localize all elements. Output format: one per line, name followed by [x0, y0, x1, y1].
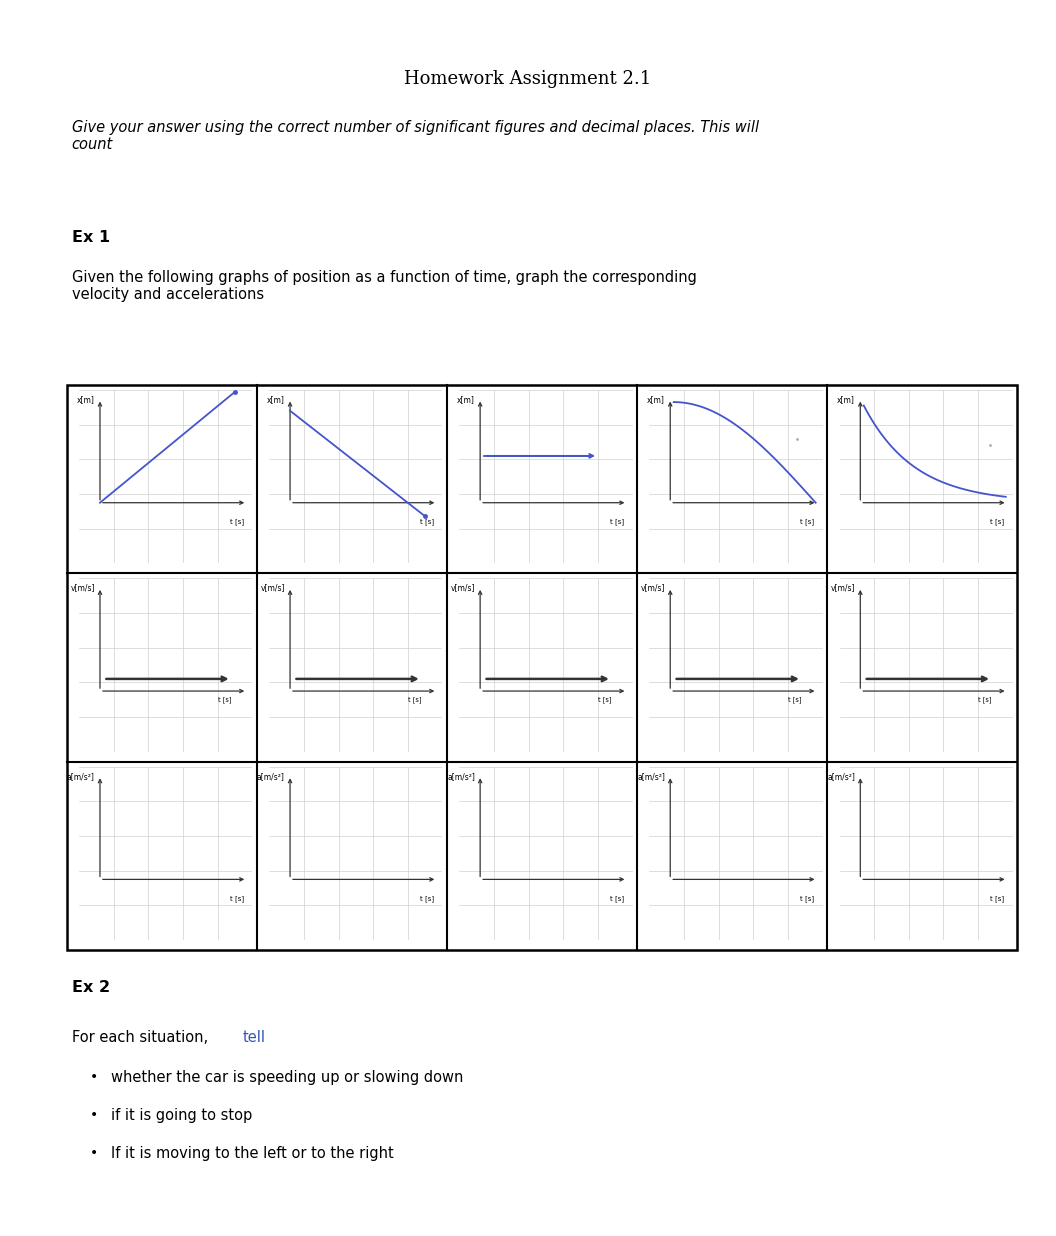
Text: t [s]: t [s] [229, 518, 244, 525]
Text: Ex 1: Ex 1 [72, 230, 110, 245]
Text: t [s]: t [s] [229, 895, 244, 902]
Text: if it is going to stop: if it is going to stop [111, 1107, 252, 1124]
Text: whether the car is speeding up or slowing down: whether the car is speeding up or slowin… [111, 1070, 464, 1085]
Text: t [s]: t [s] [419, 895, 434, 902]
Text: v[m/s]: v[m/s] [261, 583, 285, 592]
Text: •: • [90, 1107, 98, 1122]
Text: If it is moving to the left or to the right: If it is moving to the left or to the ri… [111, 1146, 394, 1161]
Text: t [s]: t [s] [599, 696, 611, 703]
Text: t [s]: t [s] [409, 696, 421, 703]
Text: tell: tell [243, 1030, 266, 1044]
Text: x[m]: x[m] [837, 396, 855, 404]
Text: x[m]: x[m] [647, 396, 665, 404]
Text: x[m]: x[m] [77, 396, 95, 404]
Text: t [s]: t [s] [989, 895, 1004, 902]
Text: t [s]: t [s] [799, 895, 814, 902]
Text: a[m/s²]: a[m/s²] [637, 771, 665, 781]
Text: x[m]: x[m] [267, 396, 285, 404]
Text: t [s]: t [s] [219, 696, 231, 703]
Text: a[m/s²]: a[m/s²] [827, 771, 855, 781]
Text: a[m/s²]: a[m/s²] [447, 771, 475, 781]
Text: •: • [90, 1146, 98, 1161]
Text: Ex 2: Ex 2 [72, 980, 110, 995]
Text: x[m]: x[m] [457, 396, 475, 404]
Text: a[m/s²]: a[m/s²] [67, 771, 95, 781]
Text: t [s]: t [s] [609, 518, 624, 525]
Text: v[m/s]: v[m/s] [451, 583, 475, 592]
Text: v[m/s]: v[m/s] [831, 583, 855, 592]
Text: t [s]: t [s] [609, 895, 624, 902]
Text: t [s]: t [s] [799, 518, 814, 525]
Text: v[m/s]: v[m/s] [641, 583, 665, 592]
Text: Homework Assignment 2.1: Homework Assignment 2.1 [404, 70, 652, 88]
Text: t [s]: t [s] [979, 696, 992, 703]
Text: v[m/s]: v[m/s] [71, 583, 95, 592]
Text: t [s]: t [s] [789, 696, 802, 703]
Text: •: • [90, 1070, 98, 1084]
Text: t [s]: t [s] [419, 518, 434, 525]
Text: Given the following graphs of position as a function of time, graph the correspo: Given the following graphs of position a… [72, 269, 697, 303]
Text: t [s]: t [s] [989, 518, 1004, 525]
Text: Give your answer using the correct number of significant figures and decimal pla: Give your answer using the correct numbe… [72, 120, 759, 152]
Text: a[m/s²]: a[m/s²] [257, 771, 285, 781]
Text: For each situation,: For each situation, [72, 1030, 212, 1044]
